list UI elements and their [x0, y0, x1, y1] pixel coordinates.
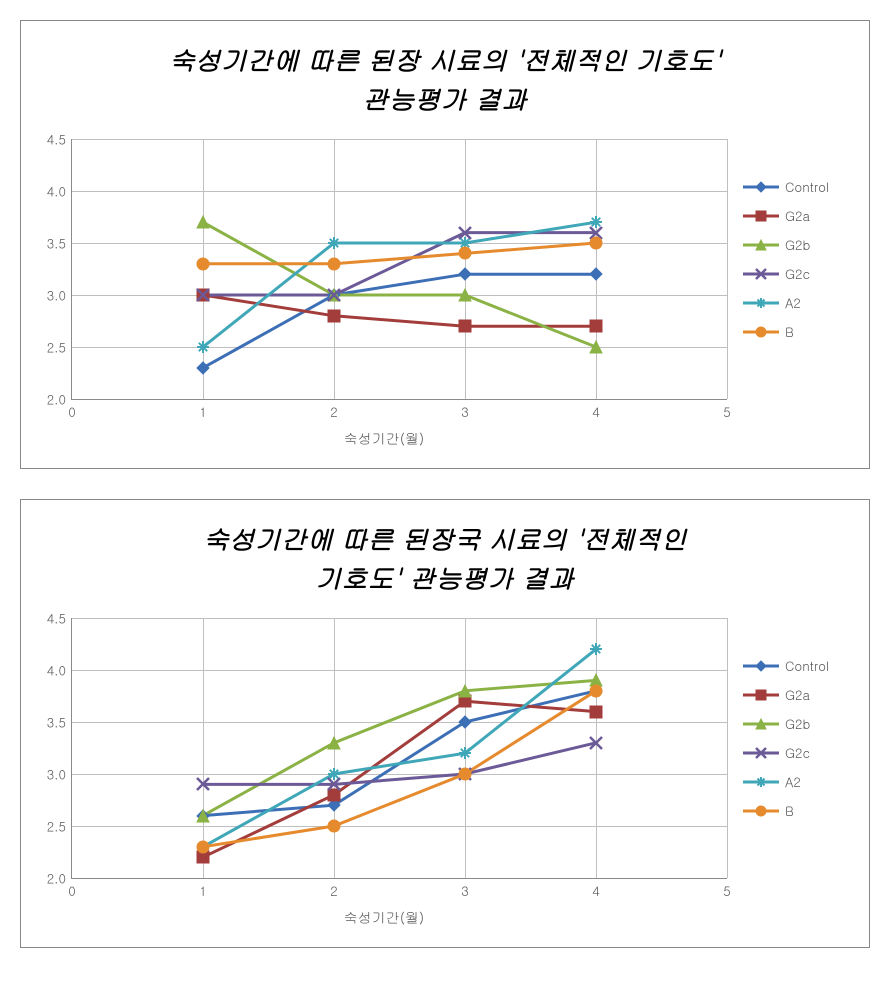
- legend-swatch: [743, 775, 779, 789]
- legend-label: G2a: [785, 206, 810, 225]
- series-line: [203, 691, 596, 816]
- chart-panel: 숙성기간에 따른 된장국 시료의 '전체적인 기호도' 관능평가 결과2.02.…: [20, 499, 870, 948]
- legend-label: A2: [785, 293, 801, 312]
- legend-swatch: [743, 717, 779, 731]
- plot-wrap: 2.02.53.03.54.04.5012345 숙성기간(월): [31, 139, 737, 448]
- chart-title: 숙성기간에 따른 된장 시료의 '전체적인 기호도' 관능평가 결과: [31, 41, 859, 119]
- xtick-label: 3: [461, 402, 468, 421]
- legend-swatch: [743, 325, 779, 339]
- legend-label: G2c: [785, 264, 810, 283]
- chart-area: 2.02.53.03.54.04.5012345 숙성기간(월) Control G2…: [31, 618, 859, 927]
- gridline-v: [727, 139, 728, 399]
- gridline-v: [727, 618, 728, 878]
- legend-swatch: [743, 804, 779, 818]
- ytick-label: 3.5: [34, 713, 66, 732]
- legend-label: Control: [785, 177, 829, 196]
- ytick-label: 2.0: [34, 869, 66, 888]
- legend-item: A2: [743, 293, 853, 312]
- legend-swatch: [743, 180, 779, 194]
- plot-wrap: 2.02.53.03.54.04.5012345 숙성기간(월): [31, 618, 737, 927]
- legend-label: G2c: [785, 743, 810, 762]
- xtick-label: 5: [723, 402, 730, 421]
- legend-label: G2b: [785, 714, 810, 733]
- x-axis-label: 숙성기간(월): [31, 428, 737, 448]
- xtick-label: 4: [592, 881, 599, 900]
- legend-label: G2b: [785, 235, 810, 254]
- legend-item: G2c: [743, 264, 853, 283]
- legend-item: B: [743, 801, 853, 820]
- legend-swatch: [743, 209, 779, 223]
- legend: Control G2a G2b G2c A2 B: [737, 169, 859, 359]
- legend-swatch: [743, 659, 779, 673]
- xtick-label: 5: [723, 881, 730, 900]
- legend-item: G2b: [743, 235, 853, 254]
- legend-label: B: [785, 801, 794, 820]
- legend-item: Control: [743, 656, 853, 675]
- series-layer: [72, 139, 727, 399]
- legend-label: G2a: [785, 685, 810, 704]
- xtick-label: 4: [592, 402, 599, 421]
- xtick-label: 2: [330, 881, 337, 900]
- legend-item: G2c: [743, 743, 853, 762]
- legend-swatch: [743, 688, 779, 702]
- plot: 2.02.53.03.54.04.5012345: [71, 618, 727, 879]
- xtick-label: 2: [330, 402, 337, 421]
- xtick-label: 3: [461, 881, 468, 900]
- plot: 2.02.53.03.54.04.5012345: [71, 139, 727, 400]
- ytick-label: 4.0: [34, 661, 66, 680]
- legend-item: G2a: [743, 206, 853, 225]
- ytick-label: 2.5: [34, 817, 66, 836]
- ytick-label: 3.0: [34, 765, 66, 784]
- xtick-label: 0: [68, 402, 75, 421]
- legend-swatch: [743, 238, 779, 252]
- legend-item: G2b: [743, 714, 853, 733]
- legend-item: B: [743, 322, 853, 341]
- ytick-label: 3.0: [34, 286, 66, 305]
- x-axis-label: 숙성기간(월): [31, 907, 737, 927]
- ytick-label: 4.0: [34, 182, 66, 201]
- legend-item: A2: [743, 772, 853, 791]
- xtick-label: 0: [68, 881, 75, 900]
- ytick-label: 2.0: [34, 390, 66, 409]
- legend-label: A2: [785, 772, 801, 791]
- ytick-label: 4.5: [34, 609, 66, 628]
- series-line: [203, 691, 596, 847]
- legend-item: Control: [743, 177, 853, 196]
- ytick-label: 2.5: [34, 338, 66, 357]
- ytick-label: 3.5: [34, 234, 66, 253]
- legend-swatch: [743, 296, 779, 310]
- xtick-label: 1: [199, 881, 206, 900]
- ytick-label: 4.5: [34, 130, 66, 149]
- legend-item: G2a: [743, 685, 853, 704]
- xtick-label: 1: [199, 402, 206, 421]
- legend-label: B: [785, 322, 794, 341]
- legend: Control G2a G2b G2c A2 B: [737, 648, 859, 838]
- legend-swatch: [743, 746, 779, 760]
- series-layer: [72, 618, 727, 878]
- chart-panel: 숙성기간에 따른 된장 시료의 '전체적인 기호도' 관능평가 결과2.02.5…: [20, 20, 870, 469]
- chart-area: 2.02.53.03.54.04.5012345 숙성기간(월) Control G2…: [31, 139, 859, 448]
- legend-swatch: [743, 267, 779, 281]
- legend-label: Control: [785, 656, 829, 675]
- chart-title: 숙성기간에 따른 된장국 시료의 '전체적인 기호도' 관능평가 결과: [31, 520, 859, 598]
